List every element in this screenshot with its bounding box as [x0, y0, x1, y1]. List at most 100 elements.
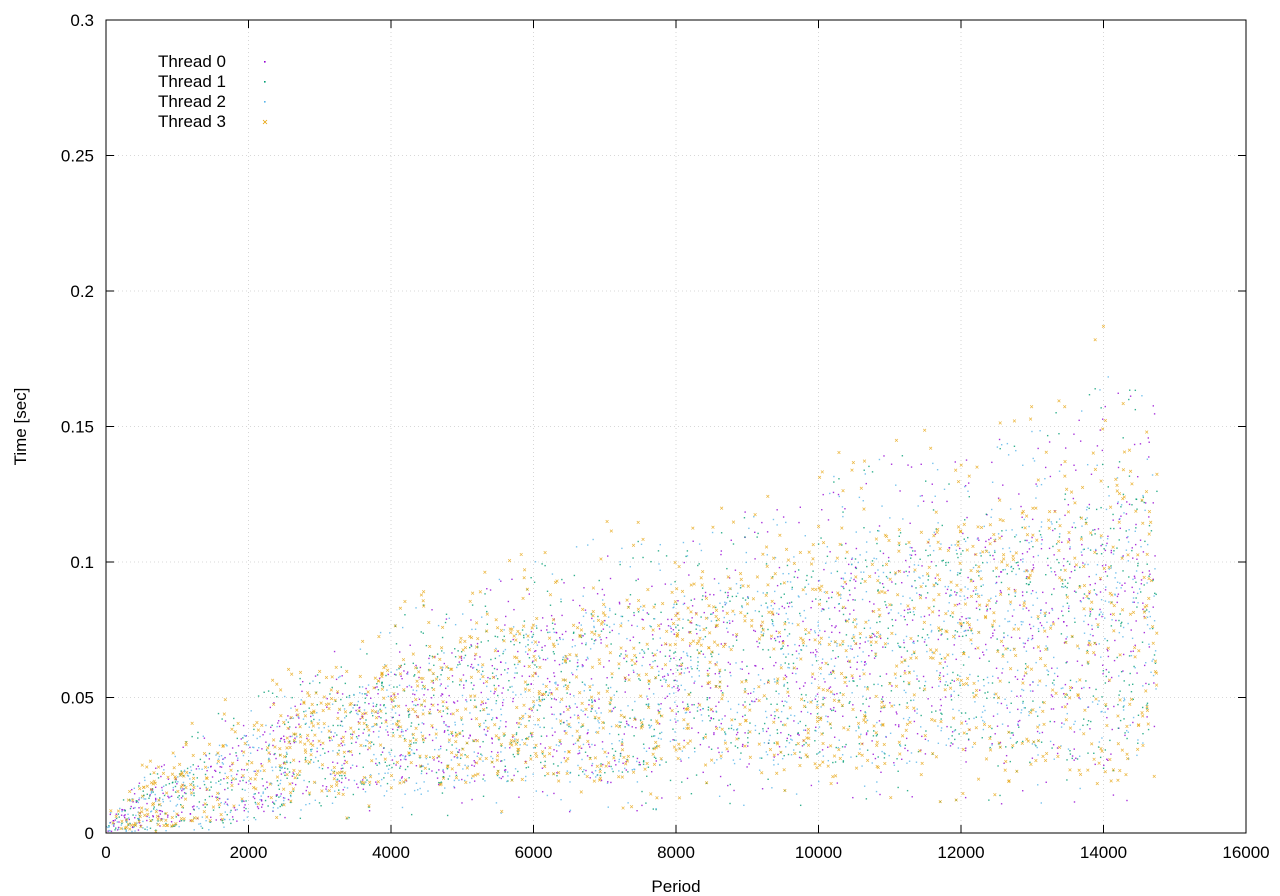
- data-point: [618, 721, 620, 723]
- data-point: [866, 749, 869, 751]
- data-point: [642, 556, 644, 559]
- data-point: [618, 740, 621, 742]
- data-point: [231, 761, 235, 765]
- data-point: [1051, 593, 1053, 596]
- data-point: [996, 638, 998, 640]
- data-point: [410, 749, 413, 751]
- data-point: [881, 685, 883, 687]
- data-point: [855, 531, 857, 533]
- data-point: [296, 735, 298, 738]
- data-point: [1061, 583, 1064, 585]
- data-point: [834, 606, 836, 609]
- data-point: [956, 574, 959, 576]
- data-point: [416, 789, 419, 791]
- data-point: [127, 817, 130, 819]
- data-point: [525, 587, 530, 591]
- data-point: [243, 734, 246, 737]
- data-point: [277, 807, 279, 809]
- data-point: [335, 771, 339, 775]
- data-point: [1004, 568, 1006, 571]
- data-point: [1126, 757, 1130, 761]
- data-point: [887, 642, 889, 645]
- data-point: [136, 822, 138, 825]
- data-point: [445, 618, 448, 620]
- data-point: [609, 577, 612, 580]
- data-point: [963, 595, 966, 597]
- data-point: [714, 663, 718, 667]
- data-point: [1010, 566, 1012, 569]
- data-point: [428, 657, 430, 660]
- data-point: [485, 726, 487, 728]
- data-point: [339, 774, 341, 777]
- data-point: [641, 618, 643, 620]
- data-point: [887, 556, 890, 559]
- data-point: [214, 770, 217, 773]
- data-point: [364, 693, 366, 695]
- data-point: [345, 696, 348, 698]
- data-point: [859, 678, 861, 680]
- data-point: [499, 720, 502, 722]
- data-point: [318, 727, 320, 729]
- data-point: [1148, 646, 1151, 648]
- data-point: [365, 781, 367, 783]
- data-point: [1068, 538, 1070, 540]
- data-point: [849, 594, 851, 596]
- data-point: [735, 636, 738, 638]
- data-point: [853, 680, 855, 682]
- data-point: [853, 640, 855, 642]
- data-point: [254, 770, 256, 773]
- data-point: [876, 636, 878, 638]
- data-point: [1086, 768, 1090, 772]
- data-point: [540, 629, 542, 632]
- data-point: [165, 823, 169, 828]
- data-point: [156, 773, 159, 775]
- data-point: [627, 802, 629, 804]
- data-point: [772, 608, 774, 610]
- data-point: [1104, 617, 1106, 619]
- data-point: [659, 637, 661, 639]
- data-point: [654, 660, 656, 662]
- data-point: [834, 626, 836, 629]
- data-point: [1131, 637, 1134, 640]
- data-point: [935, 710, 937, 712]
- data-point: [708, 667, 711, 670]
- data-point: [263, 810, 265, 813]
- data-point: [143, 813, 147, 817]
- data-point: [777, 763, 779, 765]
- data-point: [203, 761, 206, 763]
- data-point: [387, 772, 389, 774]
- data-point: [489, 677, 491, 680]
- data-point: [502, 775, 504, 778]
- data-point: [108, 829, 110, 832]
- data-point: [1114, 477, 1118, 482]
- data-point: [821, 658, 824, 660]
- data-point: [675, 603, 678, 605]
- data-point: [192, 773, 195, 776]
- data-point: [1025, 665, 1030, 669]
- data-point: [603, 722, 605, 724]
- data-point: [136, 800, 138, 802]
- data-point: [1031, 634, 1034, 637]
- data-point: [723, 616, 725, 619]
- data-point: [1130, 650, 1132, 653]
- data-point: [296, 777, 299, 779]
- data-point: [782, 640, 785, 642]
- data-point: [838, 478, 840, 480]
- data-point: [889, 571, 891, 574]
- data-point: [220, 755, 223, 757]
- data-point: [350, 742, 353, 744]
- data-point: [180, 820, 183, 822]
- data-point: [715, 619, 718, 622]
- data-point: [259, 735, 261, 738]
- data-point: [682, 603, 685, 606]
- data-point: [548, 692, 551, 694]
- data-point: [671, 686, 673, 689]
- data-point: [1090, 720, 1092, 723]
- data-point: [1075, 644, 1080, 648]
- data-point: [881, 582, 884, 585]
- data-point: [1122, 626, 1125, 629]
- data-point: [950, 594, 953, 597]
- data-point: [634, 718, 636, 720]
- data-point: [949, 745, 952, 747]
- data-point: [834, 677, 836, 679]
